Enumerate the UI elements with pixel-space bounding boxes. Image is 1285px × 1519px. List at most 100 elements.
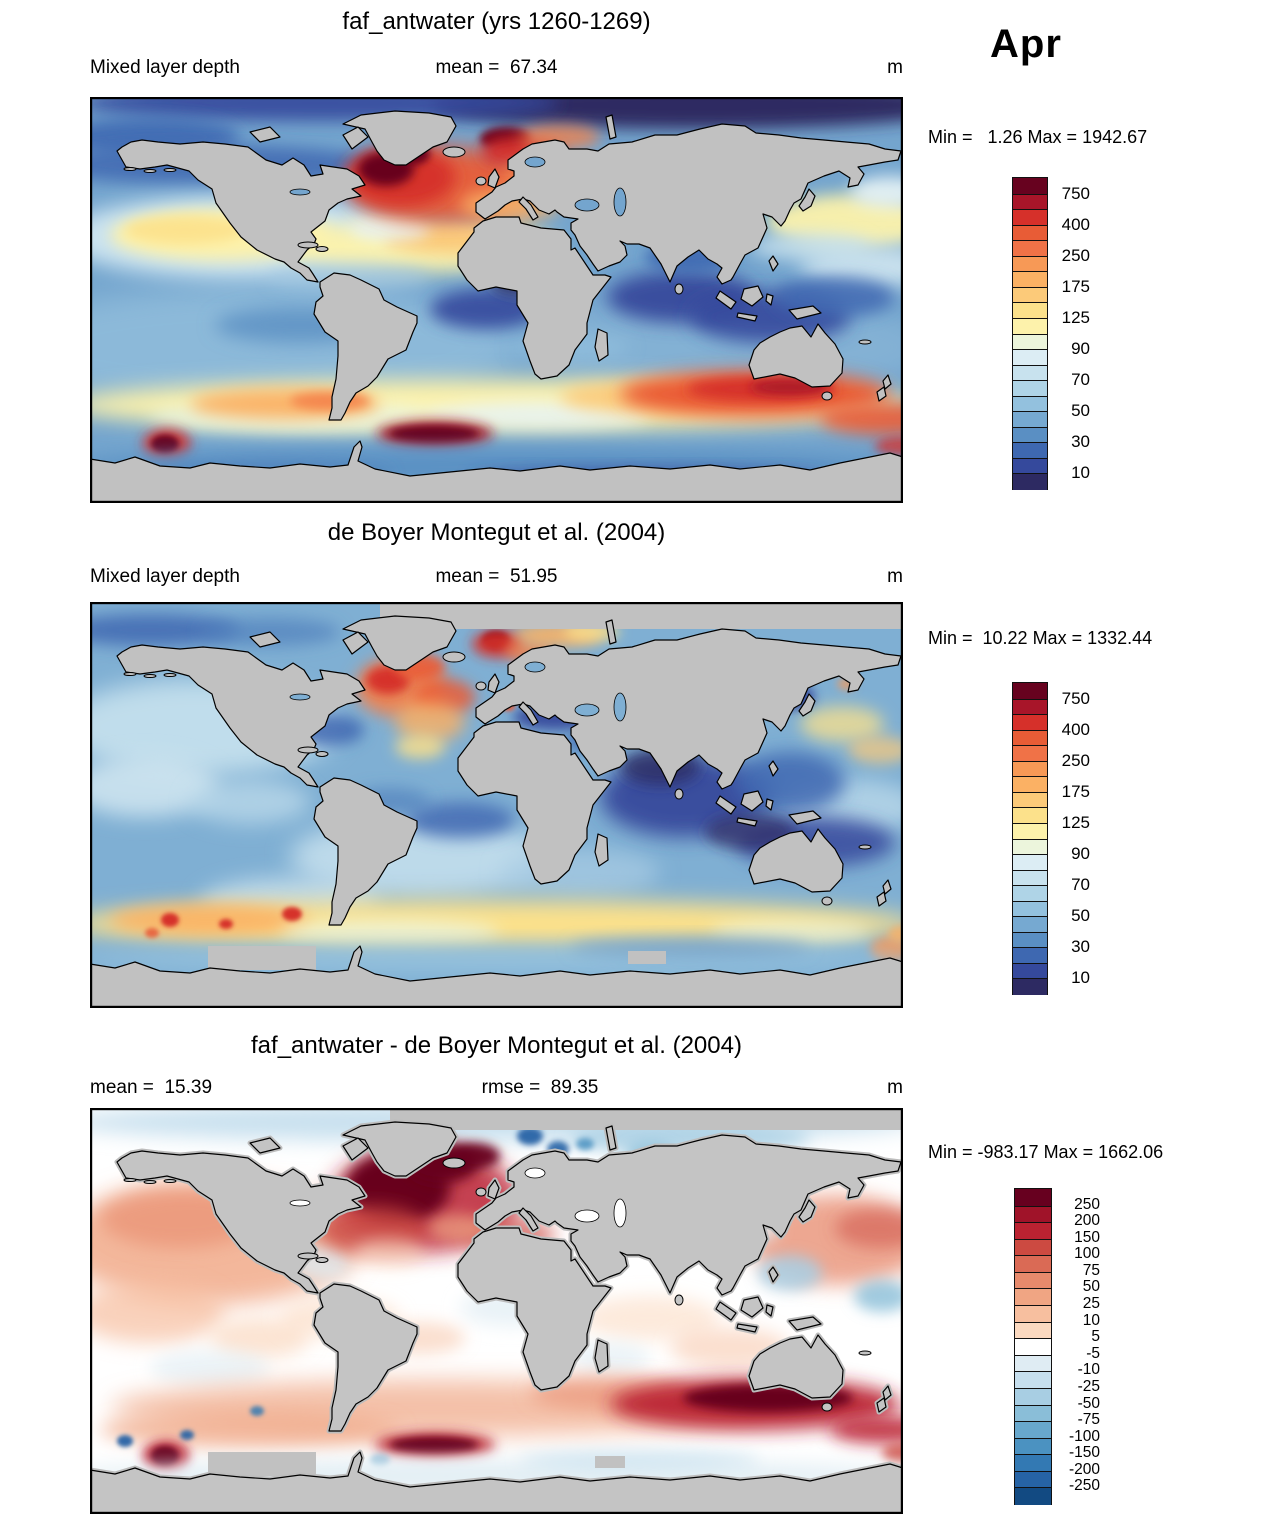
panel2-mean-value: mean = 51.95 — [435, 566, 558, 587]
landmass — [90, 945, 903, 1008]
colorbar-segment — [1015, 1487, 1051, 1505]
colorbar-segment — [1013, 838, 1047, 855]
field-contour-blob — [150, 1350, 270, 1386]
colorbar-segment — [1013, 760, 1047, 777]
colorbar-tick-label: 70 — [1071, 370, 1090, 390]
colorbar-segment — [1015, 1437, 1051, 1455]
landmass — [788, 810, 822, 825]
colorbar-segment — [1013, 978, 1047, 995]
landmass — [342, 110, 457, 166]
landmass — [487, 673, 500, 694]
island — [143, 1180, 157, 1184]
field-contour-blob — [875, 437, 903, 457]
inland-sea — [289, 1199, 311, 1207]
no-data-mask — [380, 602, 903, 629]
colorbar-segment — [1015, 1255, 1051, 1273]
field-contour-blob — [405, 802, 515, 838]
landmass — [90, 440, 903, 503]
landmass — [882, 879, 892, 895]
landmass — [342, 631, 369, 655]
landmass — [736, 312, 758, 322]
panel2-title: de Boyer Montegut et al. (2004) — [327, 519, 666, 546]
colorbar-tick-label: 50 — [1082, 1278, 1100, 1296]
colorbar-segment — [1013, 395, 1047, 412]
field-contour-blob — [145, 928, 159, 938]
colorbar-tick-label: 100 — [1074, 1245, 1100, 1263]
island — [442, 146, 466, 158]
landmass — [748, 828, 844, 893]
island — [315, 1257, 329, 1263]
island — [674, 1294, 684, 1306]
field-contour-blob — [210, 1318, 310, 1358]
island — [297, 746, 319, 754]
colorbar-segment — [1015, 1338, 1051, 1356]
colorbar-segment — [1013, 947, 1047, 964]
colorbar-segment — [1013, 426, 1047, 443]
landmass — [882, 374, 892, 390]
panel2-unit-label: m — [887, 566, 903, 587]
landmass — [475, 628, 902, 790]
world-map — [90, 1108, 903, 1514]
colorbar-segment — [1013, 962, 1047, 980]
colorbar-segment — [1015, 1305, 1051, 1323]
colorbar-segment — [1015, 1288, 1051, 1306]
landmass — [313, 777, 418, 926]
field-contour-blob — [854, 1280, 903, 1312]
field-contour-blob — [282, 907, 302, 921]
field-contour-blob — [735, 752, 845, 812]
world-map — [90, 97, 903, 503]
landmass — [715, 795, 737, 815]
colorbar-segment — [1013, 745, 1047, 762]
field-contour-blob — [180, 1430, 194, 1440]
landmass — [518, 1207, 539, 1232]
colorbar-tick-label: 400 — [1061, 214, 1090, 234]
colorbar-segment — [1015, 1321, 1051, 1339]
island — [858, 339, 872, 345]
landmass — [594, 833, 609, 867]
colorbar-tick-label: 50 — [1071, 401, 1090, 421]
no-data-mask — [595, 1456, 625, 1468]
landmass — [715, 290, 737, 310]
landmass — [740, 790, 764, 812]
field-contour-blob — [395, 702, 465, 742]
landmass — [518, 196, 539, 221]
landmass — [342, 1137, 369, 1161]
landmass — [715, 1301, 737, 1321]
landmass — [748, 1334, 844, 1399]
field-contour-blob — [428, 1214, 488, 1242]
island — [821, 391, 833, 401]
map-frame — [90, 97, 903, 503]
island — [475, 681, 487, 691]
colorbar-segment — [1013, 178, 1047, 195]
landmass — [605, 114, 617, 140]
field-contour-blob — [90, 1283, 225, 1343]
colorbar-segment — [1013, 885, 1047, 902]
island — [442, 651, 466, 663]
landmass — [765, 798, 774, 811]
island — [163, 1179, 177, 1183]
colorbar-tick-label: -150 — [1068, 1444, 1100, 1462]
inland-sea — [524, 156, 546, 168]
field-contour-blob — [430, 289, 540, 329]
field-contour-blob — [219, 919, 233, 929]
colorbar-tick-label: -100 — [1068, 1427, 1100, 1445]
colorbar-segment — [1013, 807, 1047, 824]
map-de-boyer-montegut — [90, 602, 903, 1008]
no-data-mask — [208, 946, 316, 970]
colorbar-segment — [1015, 1387, 1051, 1406]
landmass — [313, 1283, 418, 1432]
field-contour-blob — [390, 426, 478, 442]
colorbar-tick-label: 125 — [1061, 812, 1090, 832]
colorbar-segment — [1015, 1189, 1051, 1207]
inland-sea — [613, 1198, 627, 1228]
landmass — [342, 1121, 457, 1177]
colorbar-tick-label: -75 — [1077, 1411, 1100, 1429]
no-data-mask — [628, 951, 666, 964]
island — [123, 1178, 137, 1182]
landmass — [457, 721, 612, 885]
field-contour-blob — [117, 1435, 133, 1447]
landmass — [605, 1125, 617, 1151]
colorbar-segment — [1013, 302, 1047, 319]
colorbar-segment — [1013, 240, 1047, 257]
landmass — [768, 760, 779, 777]
